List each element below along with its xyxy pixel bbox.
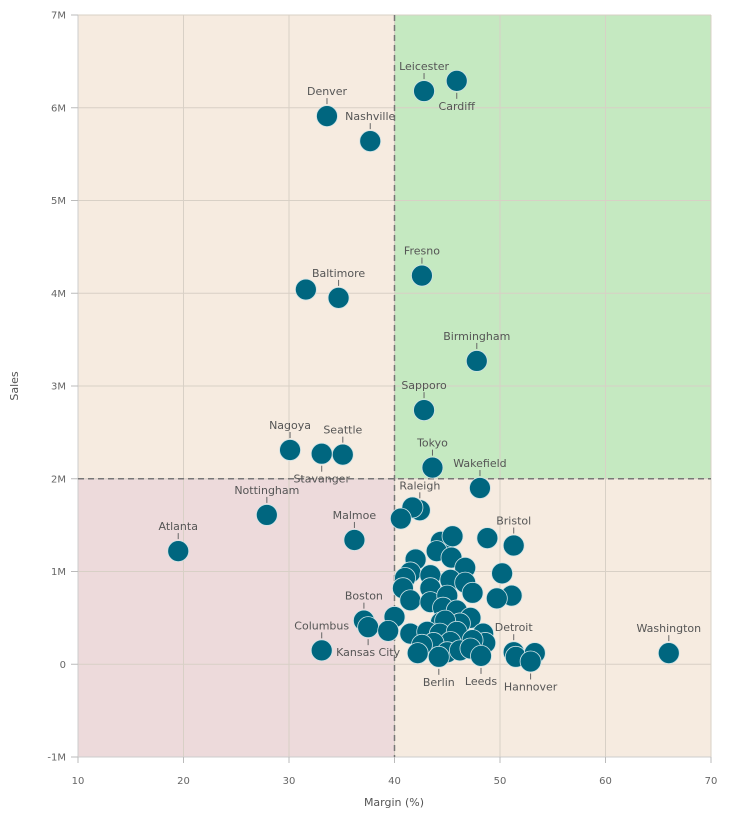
point-label: Bristol [496,515,531,528]
x-axis-label: Margin (%) [364,796,424,809]
data-point [399,589,422,612]
data-point [406,642,429,665]
point-label: Stavanger [293,473,350,486]
y-tick-label: 5M [51,196,66,207]
point-label: Boston [345,590,383,603]
point-label: Malmoe [333,509,377,522]
data-point [469,477,491,499]
data-point [310,639,333,662]
y-tick-label: 0 [60,660,66,671]
x-tick-label: 10 [72,776,85,787]
point-label: Sapporo [401,379,447,392]
x-axis-ticks: 10 20 30 40 50 60 70 [72,757,718,787]
data-point [316,105,338,127]
point-label: Denver [307,85,347,98]
data-point [445,69,468,92]
point-label: Nagoya [269,419,311,432]
data-point [411,264,433,287]
y-tick-label: 6M [51,103,66,114]
y-tick-label: 2M [51,474,66,485]
data-point [502,534,525,557]
data-point [421,456,444,479]
data-point [310,442,333,465]
point-label: Columbus [294,619,349,632]
y-tick-label: 1M [51,567,66,578]
x-tick-label: 20 [177,776,190,787]
data-point [519,650,542,673]
point-label: Washington [636,622,701,635]
point-label: Berlin [423,676,455,689]
data-point [255,504,278,526]
data-point [657,642,680,665]
x-tick-label: 50 [494,776,507,787]
data-point [167,540,190,562]
point-label: Seattle [323,424,362,437]
quadrant-backgrounds [78,15,711,757]
point-label: Nashville [345,110,395,123]
x-tick-label: 40 [388,776,401,787]
y-axis-label: Sales [8,371,21,401]
y-tick-label: -1M [47,753,66,764]
quadrant-top-left [78,15,395,479]
point-label: Detroit [495,621,534,634]
point-label: Baltimore [312,267,365,280]
data-point [427,645,450,668]
data-point [294,278,317,301]
data-point [461,581,484,604]
data-point [485,587,508,610]
point-label: Nottingham [234,484,299,497]
point-label: Tokyo [416,437,448,450]
data-point [476,527,499,550]
data-point [465,350,488,372]
data-points [167,69,680,673]
data-point [279,439,301,461]
data-point [359,130,382,153]
data-point [343,529,366,551]
data-point [441,525,464,548]
point-label: Cardiff [439,100,476,113]
reference-lines [78,15,711,757]
point-labels: Leicester Cardiff Denver Nashville Fresno Bal… [158,60,701,693]
point-label: Leicester [399,60,449,73]
data-point [470,645,492,667]
data-point [413,399,435,422]
y-tick-label: 3M [51,382,66,393]
data-point [327,286,350,309]
point-label: Raleigh [399,479,440,492]
data-point [377,619,400,642]
point-label: Wakefield [453,457,506,470]
y-tick-label: 7M [51,11,66,22]
point-label: Hannover [504,680,558,693]
quadrant-bottom-left [78,478,395,757]
point-label: Leeds [465,675,497,688]
y-tick-label: 4M [51,289,66,300]
data-point [413,80,435,102]
x-tick-label: 30 [283,776,296,787]
data-point [491,562,514,585]
point-label: Birmingham [443,330,510,343]
point-label: Kansas City [336,646,400,659]
data-point [357,616,380,639]
x-tick-label: 60 [599,776,612,787]
data-point [331,443,354,466]
quadrant-top-right [394,15,711,479]
point-label: Fresno [404,245,440,258]
x-tick-label: 70 [705,776,718,787]
point-label: Atlanta [158,520,197,533]
data-point [389,507,412,530]
y-axis-ticks: -1M 0 1M 2M 3M 4M 5M 6M 7M [47,11,78,764]
